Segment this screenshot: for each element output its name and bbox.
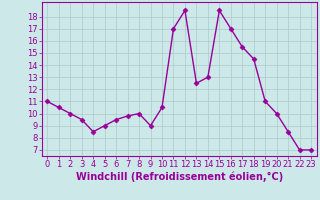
- X-axis label: Windchill (Refroidissement éolien,°C): Windchill (Refroidissement éolien,°C): [76, 172, 283, 182]
